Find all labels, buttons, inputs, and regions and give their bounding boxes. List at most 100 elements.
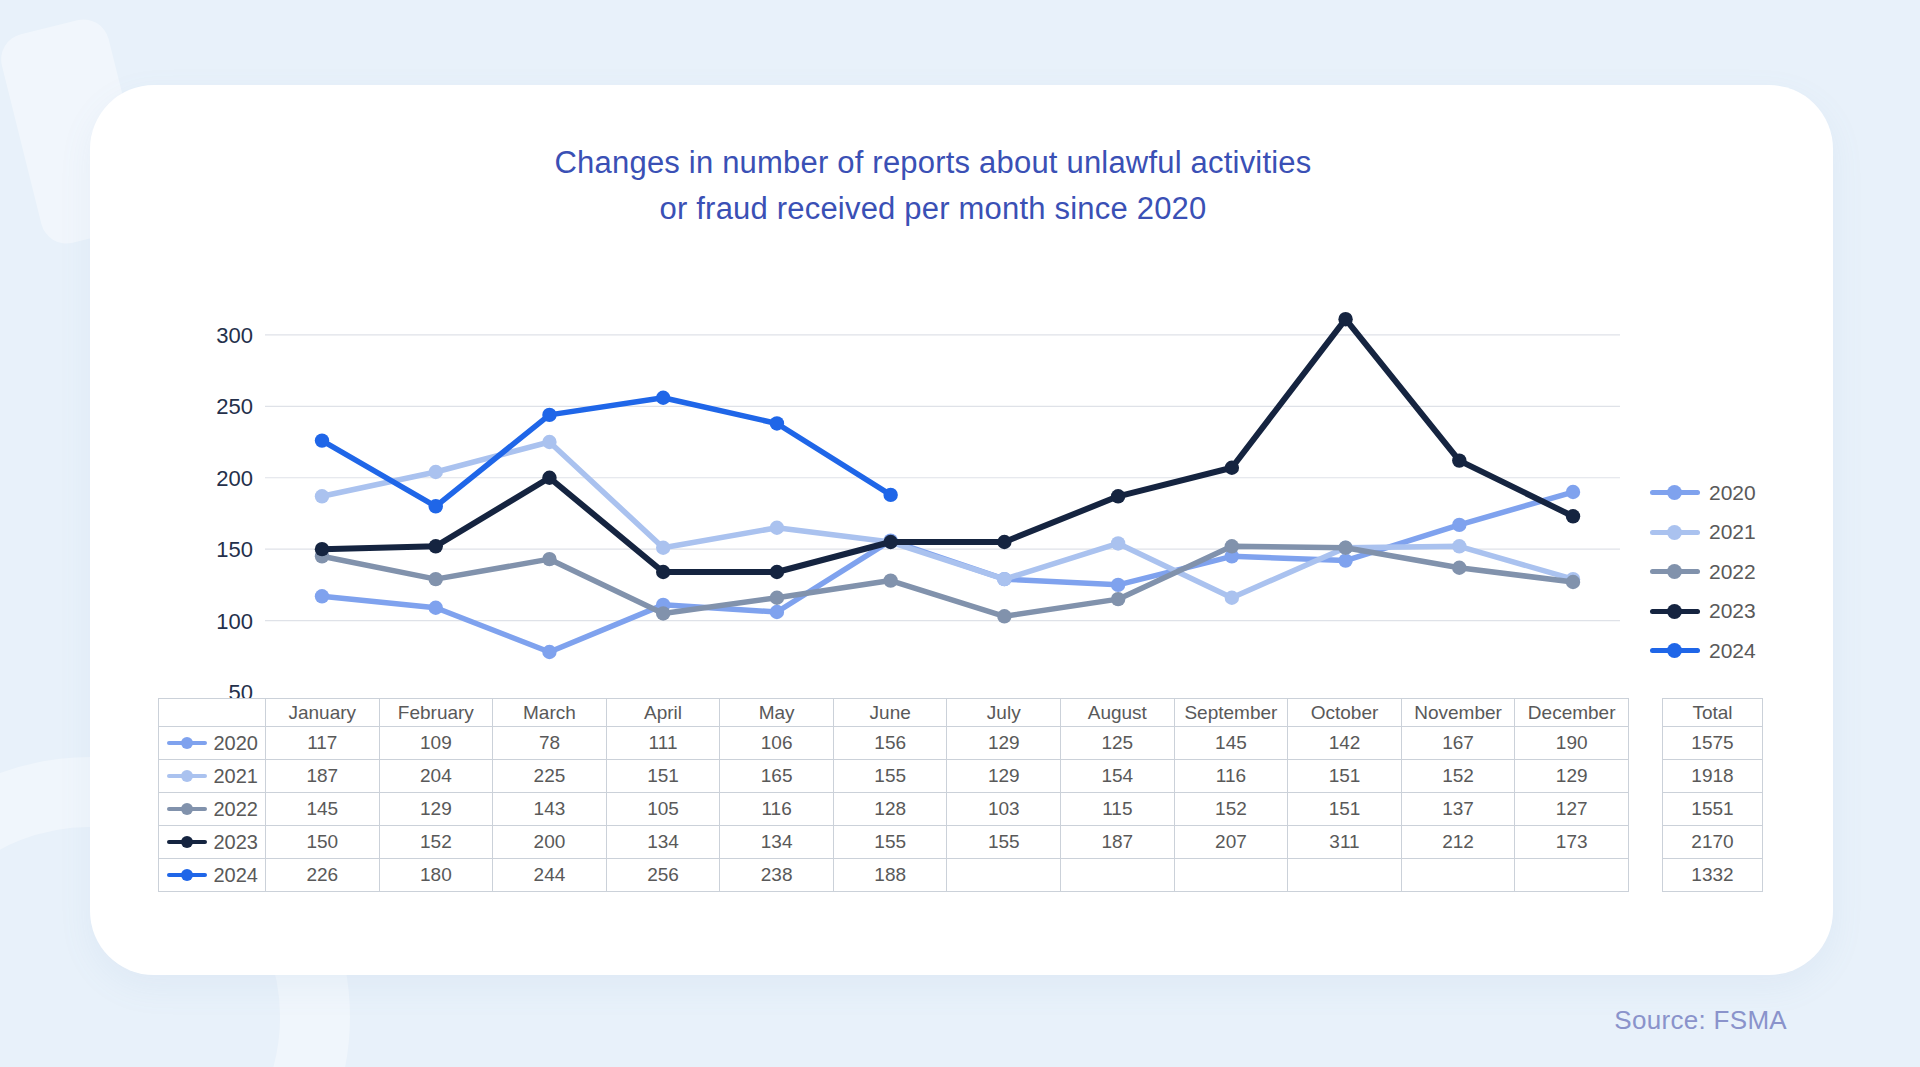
table-month-header: February — [379, 699, 493, 727]
total-table: Total15751918155121701332 — [1662, 698, 1763, 892]
data-point-2021 — [656, 541, 670, 555]
data-point-2024 — [315, 433, 329, 447]
total-value-cell: 1551 — [1663, 793, 1763, 826]
data-point-2023 — [770, 565, 784, 579]
table-value-cell: 151 — [606, 760, 720, 793]
table-row-2022: 2022145129143105116128103115152151137127 — [159, 793, 1629, 826]
data-point-2020 — [1452, 518, 1466, 532]
data-point-2022 — [997, 609, 1011, 623]
table-value-cell: 165 — [720, 760, 834, 793]
series-line-2020 — [322, 492, 1573, 652]
table-row-2024: 2024226180244256238188 — [159, 859, 1629, 892]
table-value-cell: 127 — [1515, 793, 1629, 826]
legend-item-2021: 2021 — [1650, 513, 1756, 553]
table-month-header: May — [720, 699, 834, 727]
table-value-cell: 134 — [720, 826, 834, 859]
data-point-2023 — [997, 535, 1011, 549]
data-point-2022 — [429, 572, 443, 586]
table-value-cell: 145 — [1174, 727, 1288, 760]
data-point-2020 — [1111, 578, 1125, 592]
data-point-2021 — [1111, 536, 1125, 550]
series-line-2021 — [322, 442, 1573, 598]
table-value-cell: 155 — [833, 826, 947, 859]
legend-item-2024: 2024 — [1650, 631, 1756, 671]
total-row-2024: 1332 — [1663, 859, 1763, 892]
table-value-cell: 152 — [379, 826, 493, 859]
data-point-2024 — [429, 499, 443, 513]
table-value-cell: 103 — [947, 793, 1061, 826]
table-row-2023: 2023150152200134134155155187207311212173 — [159, 826, 1629, 859]
data-point-2021 — [997, 572, 1011, 586]
chart-title-line1: Changes in number of reports about unlaw… — [90, 140, 1776, 186]
data-point-2023 — [429, 539, 443, 553]
data-point-2020 — [315, 589, 329, 603]
table-value-cell: 212 — [1401, 826, 1515, 859]
data-point-2021 — [315, 489, 329, 503]
legend-series-swatch — [1650, 604, 1700, 619]
table-value-cell: 156 — [833, 727, 947, 760]
data-point-2023 — [883, 535, 897, 549]
data-point-2022 — [1225, 539, 1239, 553]
data-point-2023 — [542, 471, 556, 485]
table-value-cell: 256 — [606, 859, 720, 892]
data-point-2023 — [1111, 489, 1125, 503]
table-value-cell: 152 — [1401, 760, 1515, 793]
table-value-cell: 143 — [493, 793, 607, 826]
table-value-cell: 190 — [1515, 727, 1629, 760]
table-year-cell: 2024 — [159, 859, 266, 892]
chart-legend: 20202021202220232024 — [1650, 473, 1756, 671]
data-point-2023 — [1225, 461, 1239, 475]
series-year-label: 2020 — [214, 732, 259, 755]
line-chart: 30025020015010050 — [90, 300, 1833, 700]
series-line-2022 — [322, 546, 1573, 616]
table-value-cell: 152 — [1174, 793, 1288, 826]
data-point-2021 — [770, 521, 784, 535]
data-point-2023 — [315, 542, 329, 556]
legend-item-2023: 2023 — [1650, 592, 1756, 632]
table-value-cell: 151 — [1288, 760, 1402, 793]
table-value-cell: 207 — [1174, 826, 1288, 859]
table-value-cell: 225 — [493, 760, 607, 793]
table-month-header: June — [833, 699, 947, 727]
data-point-2022 — [1452, 561, 1466, 575]
series-swatch — [167, 836, 207, 849]
series-year-label: 2022 — [214, 798, 259, 821]
table-month-header: October — [1288, 699, 1402, 727]
data-point-2021 — [542, 435, 556, 449]
table-value-cell: 116 — [720, 793, 834, 826]
table-value-cell: 105 — [606, 793, 720, 826]
table-year-cell: 2022 — [159, 793, 266, 826]
series-swatch — [167, 869, 207, 882]
table-value-cell: 129 — [1515, 760, 1629, 793]
table-year-cell: 2021 — [159, 760, 266, 793]
table-value-cell: 200 — [493, 826, 607, 859]
table-value-cell: 155 — [833, 760, 947, 793]
table-month-header: July — [947, 699, 1061, 727]
table-month-header: August — [1061, 699, 1175, 727]
table-value-cell: 142 — [1288, 727, 1402, 760]
table-value-cell: 117 — [266, 727, 380, 760]
table-value-cell: 78 — [493, 727, 607, 760]
table-year-cell: 2020 — [159, 727, 266, 760]
table-value-cell: 111 — [606, 727, 720, 760]
data-point-2024 — [770, 416, 784, 430]
table-month-header: January — [266, 699, 380, 727]
table-value-cell: 106 — [720, 727, 834, 760]
table-month-header: September — [1174, 699, 1288, 727]
table-value-cell: 188 — [833, 859, 947, 892]
data-point-2023 — [656, 565, 670, 579]
y-axis-label: 150 — [216, 537, 253, 562]
table-year-cell: 2023 — [159, 826, 266, 859]
legend-item-2022: 2022 — [1650, 552, 1756, 592]
table-month-header: April — [606, 699, 720, 727]
table-value-cell: 129 — [379, 793, 493, 826]
table-value-cell: 244 — [493, 859, 607, 892]
total-row-2021: 1918 — [1663, 760, 1763, 793]
chart-title: Changes in number of reports about unlaw… — [90, 140, 1833, 232]
table-value-cell: 187 — [266, 760, 380, 793]
total-row-2020: 1575 — [1663, 727, 1763, 760]
data-point-2023 — [1452, 453, 1466, 467]
table-value-cell — [947, 859, 1061, 892]
total-value-cell: 1918 — [1663, 760, 1763, 793]
data-point-2022 — [1111, 592, 1125, 606]
